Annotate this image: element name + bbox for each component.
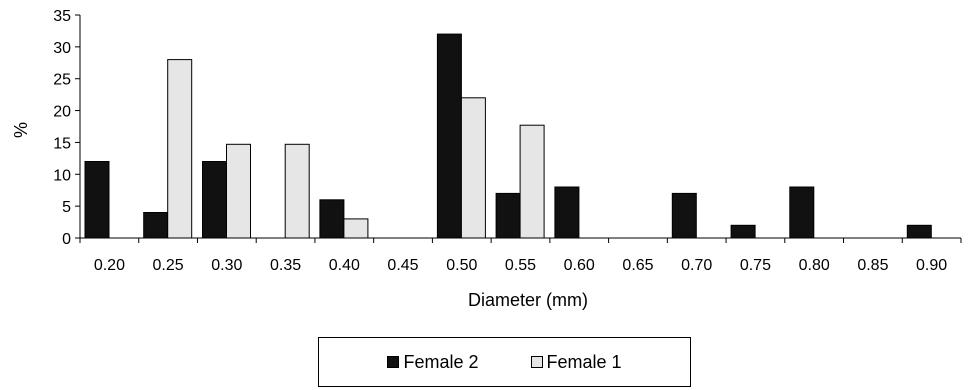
y-tick-label-5: 5 [62,199,71,216]
x-tick-label-0.70: 0.70 [681,257,712,274]
legend-item-series-1: Female 1 [530,351,622,373]
y-tick-label-30: 30 [53,40,71,57]
x-tick-label-0.45: 0.45 [387,257,418,274]
legend-label-series-0: Female 2 [403,351,479,372]
bar-series-1-0.50 [460,97,486,239]
y-tick-label-25: 25 [53,72,71,89]
bar-series-1-0.40 [343,218,369,239]
bar-series-0-0.20 [84,161,110,239]
bar-series-0-0.60 [554,186,580,239]
bar-series-0-0.55 [495,192,521,239]
bar-series-0-0.25 [143,212,169,239]
bar-series-0-0.40 [319,199,345,239]
x-tick-label-0.90: 0.90 [916,257,947,274]
bar-series-1-0.30 [226,143,251,239]
legend-swatch-series-0 [387,356,400,368]
bar-series-1-0.25 [167,59,193,239]
x-tick-label-0.85: 0.85 [857,257,888,274]
x-tick-label-0.50: 0.50 [446,257,477,274]
legend: Female 2 Female 1 [318,337,691,387]
x-tick-label-0.35: 0.35 [270,257,301,274]
legend-item-series-0: Female 2 [387,351,479,373]
bar-series-0-0.90 [906,224,932,239]
bar-series-0-0.70 [671,192,697,239]
y-tick-labels: 0 5 10 15 20 25 30 35 [53,8,71,248]
x-axis-title: Diameter (mm) [468,290,588,310]
bar-series-1-0.55 [519,124,545,239]
y-tick-label-0: 0 [62,231,71,248]
bar-series-0-0.30 [202,161,227,239]
x-tick-label-0.75: 0.75 [740,257,771,274]
y-tick-label-10: 10 [53,167,71,184]
y-tick-label-15: 15 [53,135,71,152]
bar-series-0-0.75 [730,224,756,239]
axes-group [75,14,962,243]
y-tick-label-20: 20 [53,104,71,121]
legend-swatch-series-1 [530,356,543,368]
x-tick-label-0.40: 0.40 [329,257,360,274]
bar-series-1-0.35 [284,143,310,239]
x-tick-label-0.30: 0.30 [211,257,242,274]
y-axis-title: % [11,122,31,138]
bar-series-0-0.50 [436,33,462,239]
x-tick-label-0.55: 0.55 [505,257,536,274]
x-tick-label-0.25: 0.25 [153,257,184,274]
y-tick-label-35: 35 [53,8,71,25]
x-tick-label-0.60: 0.60 [564,257,595,274]
x-tick-label-0.65: 0.65 [622,257,653,274]
x-tick-label-0.80: 0.80 [799,257,830,274]
x-tick-label-0.20: 0.20 [94,257,125,274]
bar-series-0-0.80 [789,186,815,239]
bars-group [84,33,932,239]
legend-label-series-1: Female 1 [546,351,622,372]
x-tick-labels: 0.20 0.25 0.30 0.35 0.40 0.45 0.50 0.55 0.60 0.65… [94,257,947,274]
